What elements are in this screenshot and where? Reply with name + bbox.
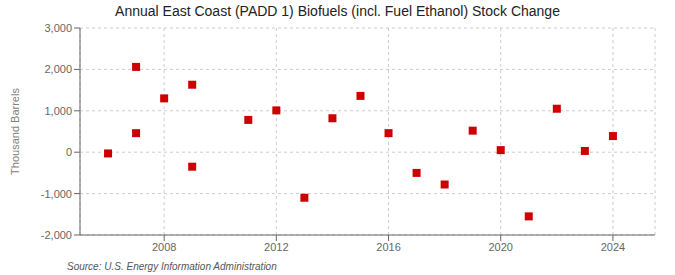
svg-text:2012: 2012 (264, 241, 288, 253)
svg-text:1,000: 1,000 (44, 105, 72, 117)
svg-text:3,000: 3,000 (44, 22, 72, 34)
html-text:Source: U.S. Energy Informatio: Source: U.S. Energy Information Administ… (67, 261, 277, 272)
svg-text:0: 0 (66, 146, 72, 158)
svg-text:2024: 2024 (601, 241, 625, 253)
svg-text:2008: 2008 (152, 241, 176, 253)
svg-text:Thousand Barrels: Thousand Barrels (9, 88, 21, 175)
svg-text:2,000: 2,000 (44, 63, 72, 75)
svg-text:-1,000: -1,000 (41, 188, 72, 200)
svg-text:-2,000: -2,000 (41, 229, 72, 241)
html-text:Annual East Coast (PADD 1) Bio: Annual East Coast (PADD 1) Biofuels (inc… (115, 3, 560, 19)
svg-text:2016: 2016 (376, 241, 400, 253)
svg-text:2020: 2020 (488, 241, 512, 253)
